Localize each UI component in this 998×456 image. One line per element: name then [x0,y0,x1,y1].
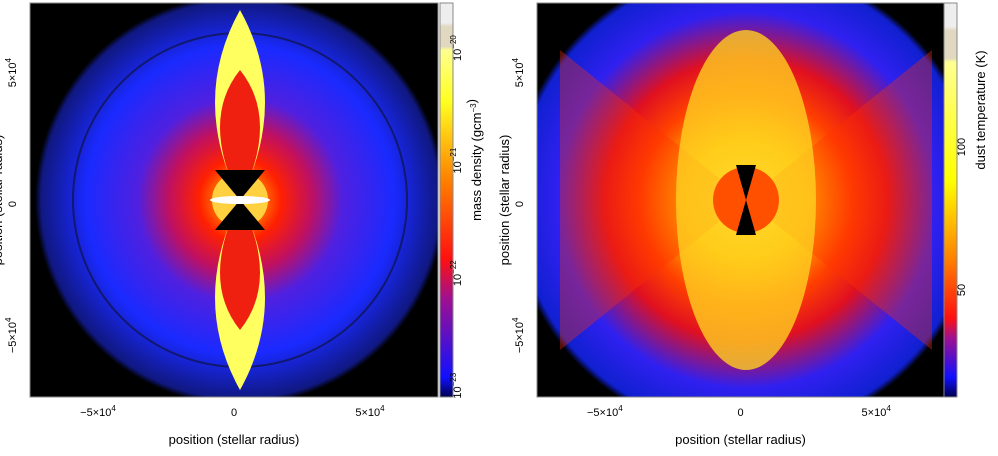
colorbar-label: mass density (gcm−3) [464,99,484,221]
colorbar-tick-label: 50 [956,284,968,296]
y-axis-label: position (stellar radius) [497,135,512,266]
y-tick-label: 0 [514,201,526,207]
colorbar-tick-label: 10−20 [449,35,464,61]
x-tick-label: 0 [231,407,237,419]
cavity-south [220,200,260,330]
x-tick-label: 0 [737,407,743,419]
y-tick-label: 5×104 [4,58,19,88]
colorbar-tick-label: 100 [956,138,968,156]
x-tick-label: −5×104 [80,404,116,419]
y-tick-label: −5×104 [4,317,19,353]
colorbar-label: dust temperature (K) [973,50,988,169]
x-axis-label: position (stellar radius) [169,432,300,447]
y-tick-label: 5×104 [511,58,526,88]
x-tick-label: 5×104 [355,404,385,419]
x-tick-label: 5×104 [862,404,892,419]
colorbar-tick-label: 10−21 [449,147,464,173]
y-axis-label: position (stellar radius) [0,135,5,266]
colorbar-tick-label: 10−22 [449,260,464,286]
x-tick-label: −5×104 [587,404,623,419]
y-tick-label: −5×104 [511,317,526,353]
colorbar-tick-label: 10−23 [449,372,464,398]
y-tick-label: 0 [7,201,19,207]
temperature-colorbar [943,2,958,398]
density-map [30,3,438,397]
x-axis-label: position (stellar radius) [675,432,806,447]
density-colorbar [439,2,454,398]
temperature-map [537,3,944,397]
cavity-north [220,70,260,200]
